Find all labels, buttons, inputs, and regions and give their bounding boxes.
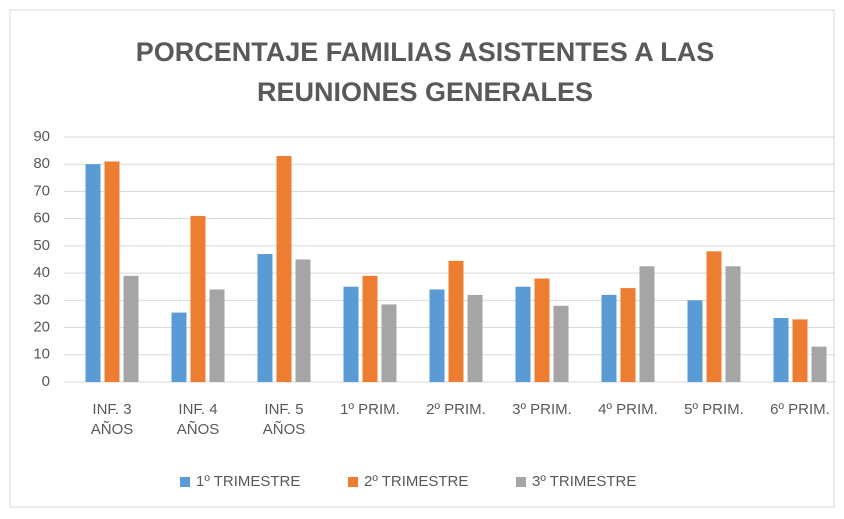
bar	[811, 346, 827, 382]
y-tick-label: 90	[33, 128, 50, 145]
bar	[429, 289, 445, 382]
y-tick-label: 30	[33, 291, 50, 308]
bar	[123, 275, 139, 382]
legend-swatch	[516, 477, 526, 487]
bar	[515, 286, 531, 382]
y-tick-label: 80	[33, 155, 50, 172]
x-tick-label: 1º PRIM.	[340, 401, 400, 418]
x-tick-label: 2º PRIM.	[426, 401, 486, 418]
legend-label: 2º TRIMESTRE	[364, 473, 468, 490]
bar	[467, 294, 483, 382]
x-tick-label: INF. 5 AÑOS	[262, 401, 306, 438]
bar	[534, 278, 550, 382]
bar	[553, 305, 569, 382]
x-tick-label: 6º PRIM.	[770, 401, 830, 418]
bar	[381, 304, 397, 382]
bar	[257, 254, 273, 382]
y-tick-label: 20	[33, 319, 50, 336]
bar	[448, 260, 464, 382]
bar	[792, 319, 808, 382]
x-tick-label: INF. 3 AÑOS	[90, 401, 134, 438]
bar	[276, 156, 292, 382]
y-tick-label: 0	[42, 373, 50, 390]
bar	[773, 318, 789, 382]
bar	[171, 312, 187, 382]
bar	[190, 215, 206, 382]
y-tick-label: 60	[33, 210, 50, 227]
bar	[104, 161, 120, 382]
bar	[362, 275, 378, 382]
bar	[85, 164, 101, 382]
bar	[706, 251, 722, 382]
legend-swatch	[180, 477, 190, 487]
bar	[209, 289, 225, 382]
bar	[639, 266, 655, 382]
bar	[620, 288, 636, 382]
chart-border	[9, 9, 835, 508]
y-tick-label: 40	[33, 264, 50, 281]
legend-swatch	[348, 477, 358, 487]
chart-title: PORCENTAJE FAMILIAS ASISTENTES A LAS REU…	[135, 37, 715, 107]
bar	[343, 286, 359, 382]
bar	[687, 300, 703, 382]
x-tick-label: 3º PRIM.	[512, 401, 572, 418]
legend-label: 1º TRIMESTRE	[196, 473, 300, 490]
bar	[725, 266, 741, 382]
legend-label: 3º TRIMESTRE	[532, 473, 636, 490]
bar	[295, 259, 311, 382]
x-tick-label: INF. 4 AÑOS	[176, 401, 220, 438]
x-tick-label: 5º PRIM.	[684, 401, 744, 418]
y-tick-label: 70	[33, 182, 50, 199]
y-tick-label: 10	[33, 346, 50, 363]
x-tick-label: 4º PRIM.	[598, 401, 658, 418]
bar	[601, 294, 617, 382]
y-tick-label: 50	[33, 237, 50, 254]
